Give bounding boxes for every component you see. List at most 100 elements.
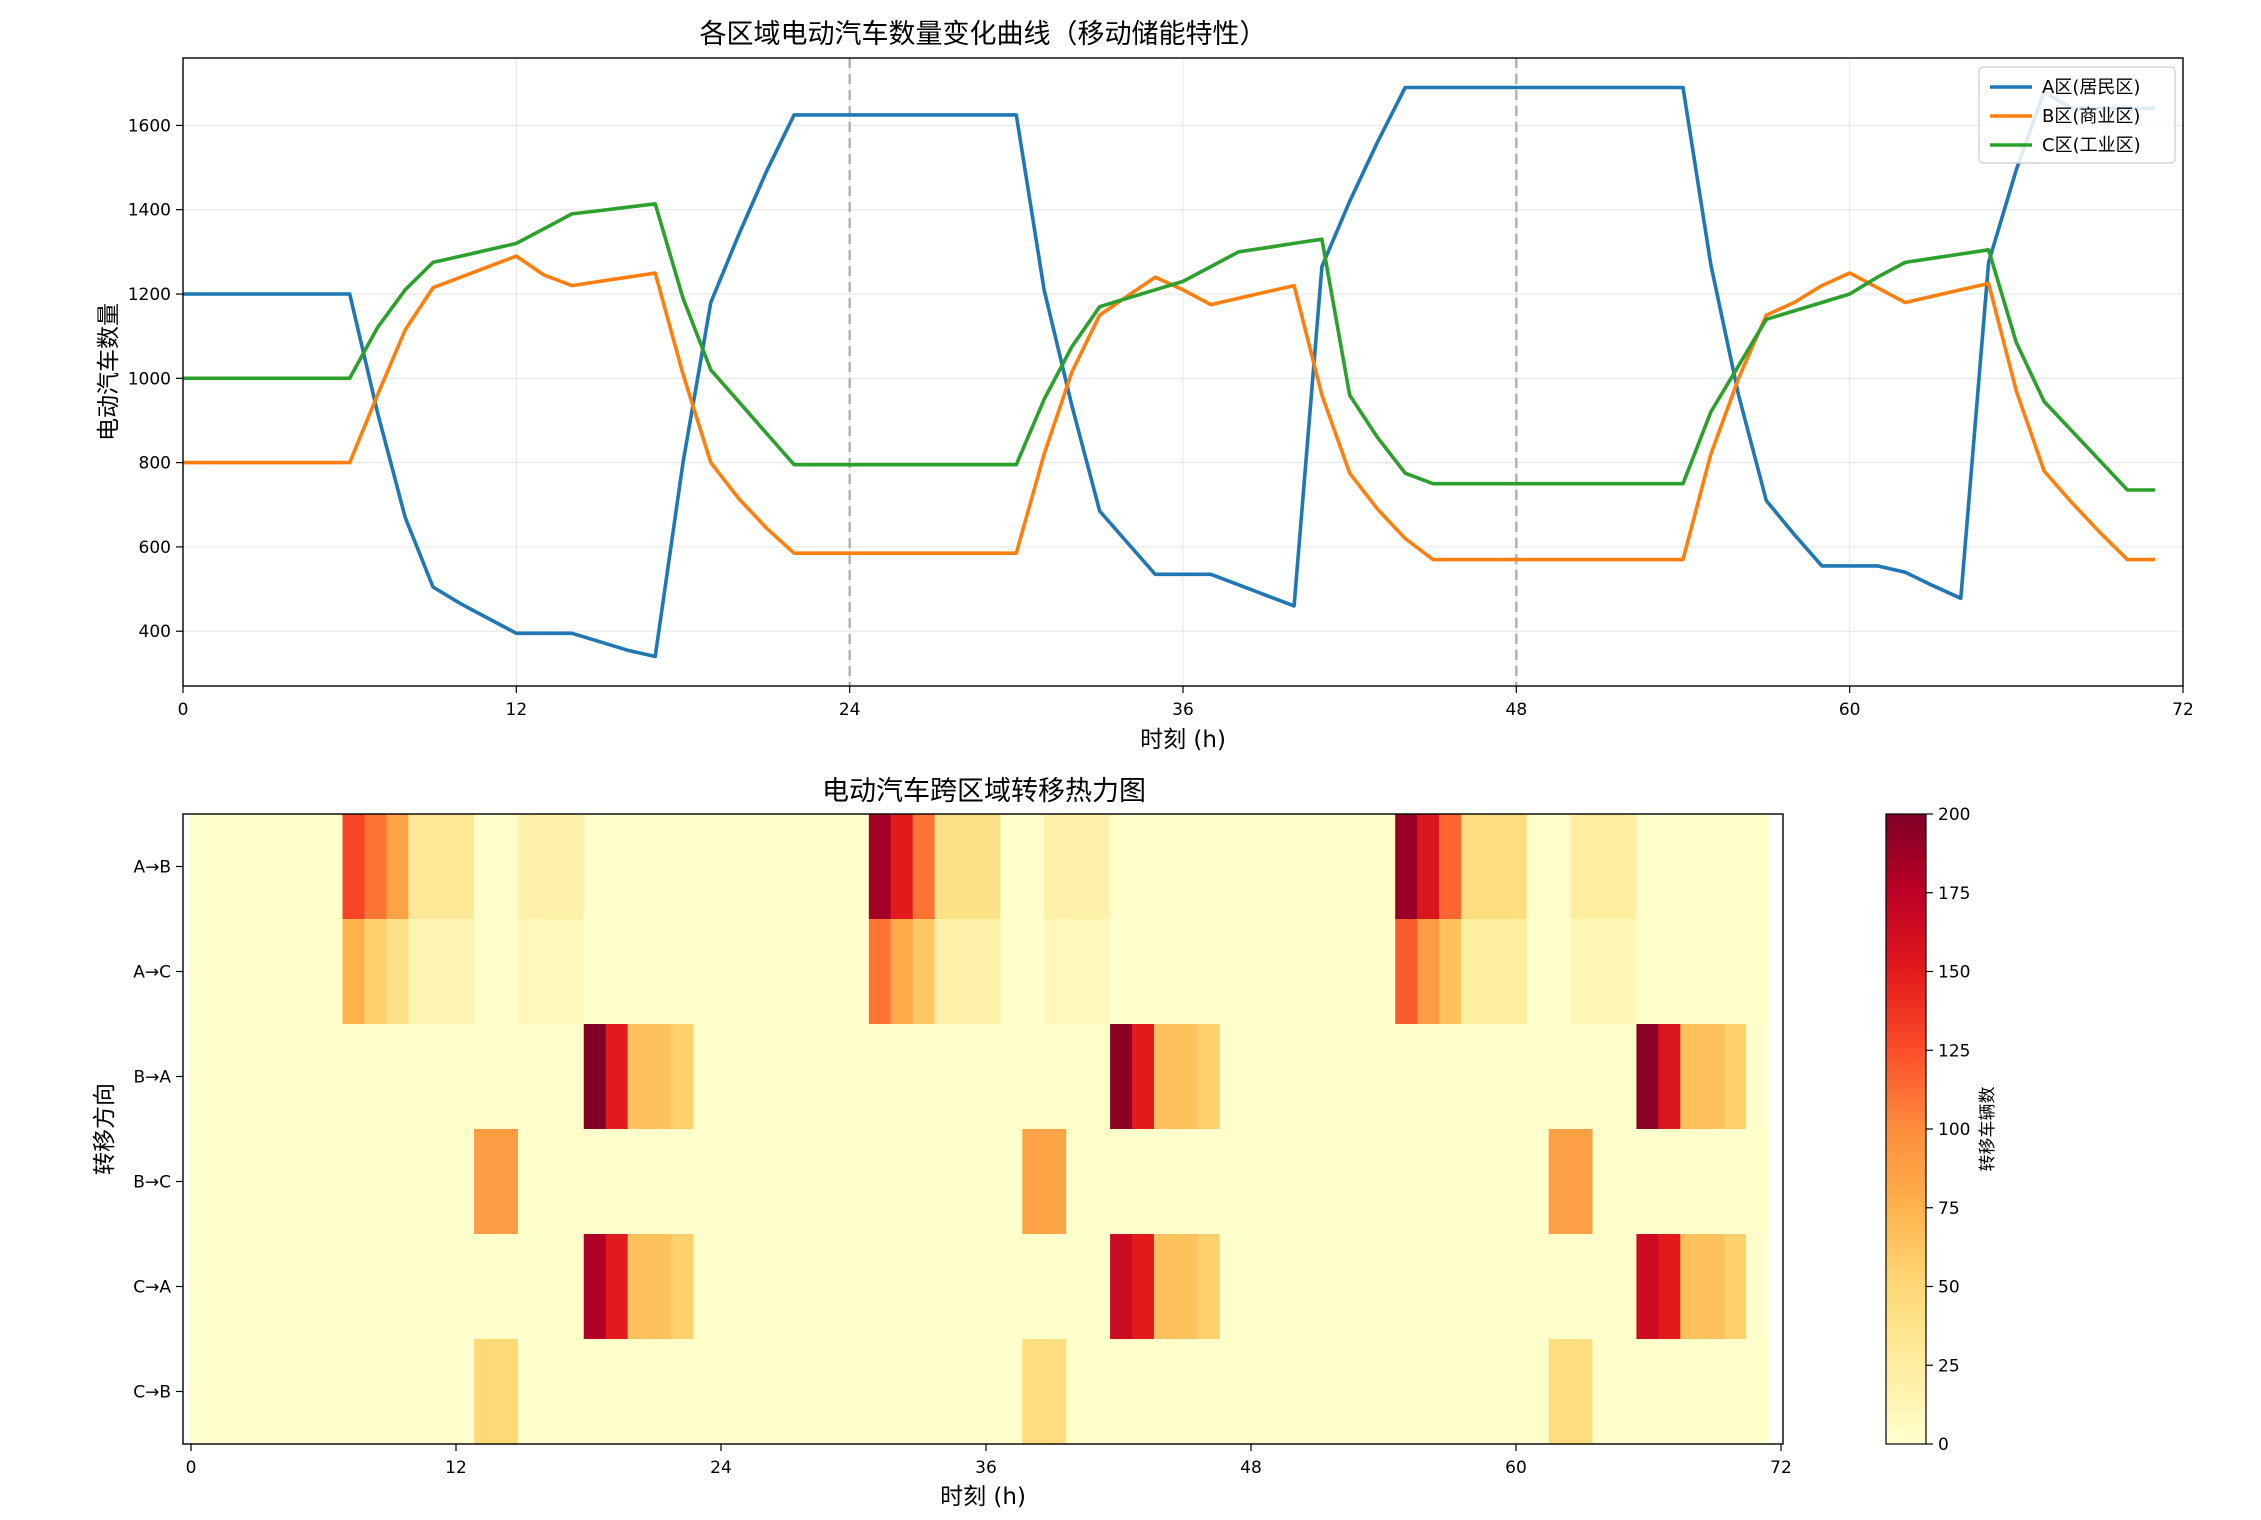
heatmap-cell <box>1504 1024 1528 1130</box>
heatmap-cell <box>1460 1234 1484 1340</box>
heatmap-cell <box>1373 1234 1396 1340</box>
heatmap-cell <box>517 1339 541 1445</box>
heatmap-cell <box>824 1129 848 1235</box>
heatmap-cell <box>759 1339 782 1445</box>
heatmap-cell <box>1680 1129 1703 1235</box>
heatmap-cell <box>1460 919 1484 1025</box>
heatmap-cell <box>1307 919 1330 1025</box>
heatmap-cell <box>1066 1129 1089 1235</box>
heatmap-cell <box>912 919 936 1025</box>
heatmap-cell <box>1680 1024 1703 1130</box>
heatmap-cell <box>320 814 344 920</box>
heatmap-cell <box>649 1129 673 1235</box>
heatmap-cell <box>737 1129 760 1235</box>
heatmap-cell <box>912 1339 936 1445</box>
heatmap-cell <box>1373 1129 1396 1235</box>
heatmap-cell <box>517 1129 541 1235</box>
colorbar-tick-label: 150 <box>1938 963 1970 983</box>
heatmap-cell <box>824 1234 848 1340</box>
heatmap-cell <box>912 1024 936 1130</box>
heatmap-cell <box>1746 814 1769 920</box>
heatmap-cell <box>1132 1129 1155 1235</box>
heatmap-cell <box>386 1234 409 1340</box>
heatmap-cell <box>1219 814 1243 920</box>
heatmap-cell <box>408 814 431 920</box>
heatmap-cell <box>737 1339 760 1445</box>
heatmap-cell <box>1263 919 1287 1025</box>
heatmap-cell <box>1219 1024 1243 1130</box>
heatmap-cell <box>232 1129 256 1235</box>
heatmap-cell <box>1395 1129 1418 1235</box>
heatmap-cell <box>1504 1234 1528 1340</box>
heatmap-x-ticks: 0 12 24 36 48 60 72 <box>186 1444 1792 1478</box>
heatmap-cell <box>1570 814 1594 920</box>
heatmap-cell <box>1592 1024 1616 1130</box>
heatmap-cell <box>868 919 892 1025</box>
heatmap-cell <box>496 814 519 920</box>
heatmap-cell <box>1066 1024 1089 1130</box>
heatmap-cell <box>1197 1339 1221 1445</box>
heatmap-cell <box>1460 1129 1484 1235</box>
heatmap-cell <box>1504 919 1528 1025</box>
heatmap-cell <box>342 1339 366 1445</box>
colorbar-tick-label: 125 <box>1938 1041 1970 1061</box>
heatmap-cell <box>1504 1129 1528 1235</box>
heatmap-cell <box>364 1024 387 1130</box>
heatmap-cell <box>1219 919 1243 1025</box>
heatmap-cell <box>1175 1234 1199 1340</box>
heatmap-cell <box>1263 1129 1287 1235</box>
heatmap-cell <box>1636 1129 1659 1235</box>
line-chart-y-label: 电动汽车数量 <box>96 303 122 441</box>
heatmap-cell <box>1088 1024 1111 1130</box>
line-chart-x-ticks: 0 12 24 36 48 60 72 <box>178 686 2194 720</box>
heatmap-cell <box>890 1024 914 1130</box>
heatmap-cell <box>408 1339 431 1445</box>
heatmap-cell <box>671 1024 694 1130</box>
heatmap-cell <box>1197 814 1221 920</box>
heatmap-cell <box>430 1234 453 1340</box>
heatmap-cell <box>1000 1339 1023 1445</box>
heatmap-cell <box>320 1234 344 1340</box>
heatmap-cell <box>1241 1024 1265 1130</box>
heatmap-cell <box>1241 1234 1265 1340</box>
heatmap-cell <box>1351 1234 1374 1340</box>
heatmap-cell <box>978 1024 1002 1130</box>
heatmap-cell <box>934 1234 958 1340</box>
heatmap-cell <box>956 1129 980 1235</box>
heatmap-cell <box>1439 1024 1462 1130</box>
heatmap-cell <box>1307 1234 1330 1340</box>
heatmap-cell <box>386 1129 409 1235</box>
heatmap-y-label: 转移方向 <box>92 1083 118 1175</box>
heatmap-cell <box>956 814 980 920</box>
heatmap-cell <box>1022 814 1045 920</box>
x-tick-label: 48 <box>1506 700 1528 720</box>
heatmap-cell <box>430 1024 453 1130</box>
colorbar-tick-label: 200 <box>1938 805 1970 825</box>
heatmap-cell <box>1351 1129 1374 1235</box>
heatmap-cell <box>605 1129 629 1235</box>
heatmap-cell <box>1417 919 1440 1025</box>
heatmap-cell <box>1153 814 1177 920</box>
heatmap-cell <box>1636 1339 1659 1445</box>
heatmap-cell <box>605 1234 629 1340</box>
heatmap-cell <box>561 1234 585 1340</box>
heatmap-cell <box>759 1234 782 1340</box>
heatmap-cell <box>517 814 541 920</box>
series-line-1 <box>183 85 2156 659</box>
heatmap-cell <box>978 919 1002 1025</box>
heatmap-cell <box>276 919 300 1025</box>
heatmap-cell <box>364 1339 387 1445</box>
heatmap-cell <box>1219 1129 1243 1235</box>
heatmap-cell <box>1614 1129 1638 1235</box>
heatmap-cell <box>298 814 322 920</box>
heatmap-cell <box>210 1024 234 1130</box>
heatmap-cell <box>1417 1024 1440 1130</box>
heatmap-cell <box>1175 1024 1199 1130</box>
heatmap-cell <box>276 814 300 920</box>
heatmap-cell <box>474 1129 497 1235</box>
heatmap-cell <box>1373 1339 1396 1445</box>
heatmap-cell <box>715 1234 738 1340</box>
heatmap-cell <box>693 919 716 1025</box>
heatmap-cell <box>759 1024 782 1130</box>
heatmap-cell <box>496 1234 519 1340</box>
